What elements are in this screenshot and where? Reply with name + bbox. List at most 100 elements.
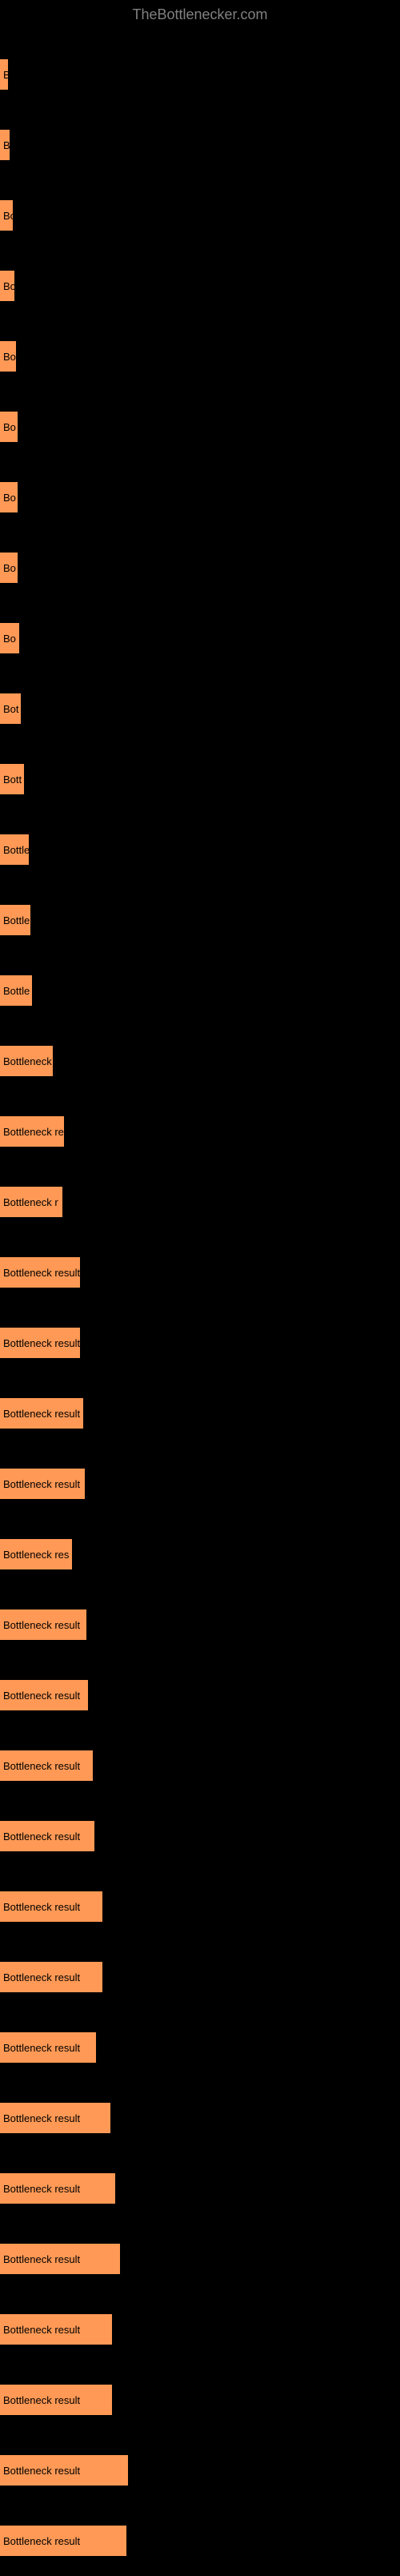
- bar-label: Bottleneck result: [3, 2324, 80, 2336]
- bar: Bo: [0, 271, 14, 301]
- bar-label: Bott: [3, 774, 22, 786]
- bar-label: Bottle: [3, 844, 29, 856]
- bar-row: Bottleneck result: [0, 1660, 400, 1730]
- bar: Bott: [0, 764, 24, 794]
- bar-label: Bottleneck res: [3, 1549, 69, 1561]
- bar-label: Bottleneck result: [3, 2465, 80, 2477]
- bar-row: Bo: [0, 462, 400, 532]
- bar: Bottleneck result: [0, 1398, 83, 1429]
- bar-row: Bottleneck result: [0, 2294, 400, 2365]
- bar-row: Bottleneck re: [0, 1096, 400, 1167]
- bar: Bottleneck result: [0, 1891, 102, 1922]
- bar-label: Bottleneck result: [3, 1408, 80, 1420]
- bar: Bo: [0, 623, 19, 653]
- bar: Bottleneck result: [0, 2103, 110, 2133]
- bar-label: Bottleneck result: [3, 1831, 80, 1843]
- bar-label: Bo: [3, 421, 16, 433]
- bar-label: Bo: [3, 492, 16, 504]
- bar: Bottleneck: [0, 1046, 53, 1076]
- bar-row: Bo: [0, 251, 400, 321]
- bar: Bottleneck result: [0, 1750, 93, 1781]
- bar-label: Bottleneck result: [3, 1619, 80, 1631]
- bar-row: Bottleneck result: [0, 1871, 400, 1942]
- bar-row: Bottleneck result: [0, 1237, 400, 1308]
- bar: Bo: [0, 482, 18, 512]
- bar-row: Bo: [0, 321, 400, 392]
- bar: Bottleneck result: [0, 1609, 86, 1640]
- bar-row: Bottleneck result: [0, 1801, 400, 1871]
- bar-label: Bo: [3, 351, 16, 363]
- bar-row: Bottleneck result: [0, 2224, 400, 2294]
- bar-label: Bottleneck result: [3, 2394, 80, 2406]
- bar: Bottle: [0, 834, 29, 865]
- bar-row: Bottleneck result: [0, 1378, 400, 1449]
- bar-row: Bottleneck result: [0, 2506, 400, 2576]
- bar-row: B: [0, 39, 400, 110]
- bar: Bottleneck result: [0, 2173, 115, 2204]
- bar: B: [0, 130, 10, 160]
- bar: B: [0, 59, 8, 90]
- bar: Bottle: [0, 905, 30, 935]
- bar-chart: B B Bo Bo Bo Bo Bo Bo Bo Bot Bott Bottle Bottle Bottl…: [0, 39, 400, 2576]
- bar: Bottleneck result: [0, 1328, 80, 1358]
- bar-row: Bottleneck result: [0, 2435, 400, 2506]
- bar-row: Bo: [0, 532, 400, 603]
- bar-row: Bottle: [0, 814, 400, 885]
- bar-row: Bottleneck r: [0, 1167, 400, 1237]
- bar-row: Bottleneck result: [0, 2083, 400, 2153]
- bar-label: Bottleneck result: [3, 1901, 80, 1913]
- bar-label: Bo: [3, 633, 16, 645]
- bar: Bottleneck result: [0, 1821, 94, 1851]
- bar-row: Bottle: [0, 955, 400, 1026]
- bar: Bottleneck result: [0, 2314, 112, 2345]
- bar: Bo: [0, 412, 18, 442]
- bar-label: Bottleneck result: [3, 1478, 80, 1490]
- bar-label: Bo: [3, 280, 14, 292]
- bar-row: Bottle: [0, 885, 400, 955]
- bar: Bottleneck result: [0, 1469, 85, 1499]
- bar-row: Bo: [0, 392, 400, 462]
- bar-row: Bo: [0, 603, 400, 673]
- bar-row: Bottleneck result: [0, 1449, 400, 1519]
- bar-label: Bottleneck r: [3, 1196, 58, 1208]
- bar: Bottleneck result: [0, 2244, 120, 2274]
- bar-row: B: [0, 110, 400, 180]
- bar-row: Bot: [0, 673, 400, 744]
- bar-row: Bottleneck res: [0, 1519, 400, 1589]
- bar-label: Bot: [3, 703, 19, 715]
- bar: Bottleneck r: [0, 1187, 62, 1217]
- bar: Bottleneck result: [0, 2455, 128, 2486]
- bar-row: Bott: [0, 744, 400, 814]
- bar-label: Bottleneck result: [3, 2253, 80, 2265]
- bar: Bot: [0, 693, 21, 724]
- bar-label: Bottleneck result: [3, 1267, 80, 1279]
- bar-row: Bo: [0, 180, 400, 251]
- bar-label: B: [3, 69, 8, 81]
- bar-row: Bottleneck result: [0, 1730, 400, 1801]
- bar-row: Bottleneck result: [0, 1589, 400, 1660]
- bar-label: Bo: [3, 210, 13, 222]
- bar: Bo: [0, 341, 16, 372]
- bar: Bottle: [0, 975, 32, 1006]
- bar-row: Bottleneck result: [0, 1308, 400, 1378]
- bar: Bottleneck result: [0, 1257, 80, 1288]
- header: TheBottlenecker.com: [0, 0, 400, 39]
- bar-row: Bottleneck result: [0, 2365, 400, 2435]
- bar-label: Bottleneck result: [3, 1337, 80, 1349]
- bar-label: Bottleneck result: [3, 1690, 80, 1702]
- bar-label: Bottleneck result: [3, 1760, 80, 1772]
- bar-label: Bottleneck re: [3, 1126, 64, 1138]
- bar: Bottleneck re: [0, 1116, 64, 1147]
- bar-label: Bottleneck: [3, 1055, 52, 1067]
- bar-label: Bottleneck result: [3, 2112, 80, 2124]
- bar: Bottleneck result: [0, 2526, 126, 2556]
- header-title: TheBottlenecker.com: [132, 6, 267, 22]
- bar-label: Bottleneck result: [3, 1971, 80, 1983]
- bar-label: Bottle: [3, 914, 30, 926]
- bar-row: Bottleneck result: [0, 2153, 400, 2224]
- bar: Bottleneck result: [0, 2032, 96, 2063]
- bar: Bottleneck result: [0, 1680, 88, 1710]
- bar: Bo: [0, 553, 18, 583]
- bar-label: Bottleneck result: [3, 2535, 80, 2547]
- bar-label: Bo: [3, 562, 16, 574]
